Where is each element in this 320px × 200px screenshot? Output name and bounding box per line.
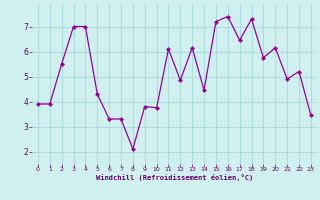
X-axis label: Windchill (Refroidissement éolien,°C): Windchill (Refroidissement éolien,°C) — [96, 174, 253, 181]
